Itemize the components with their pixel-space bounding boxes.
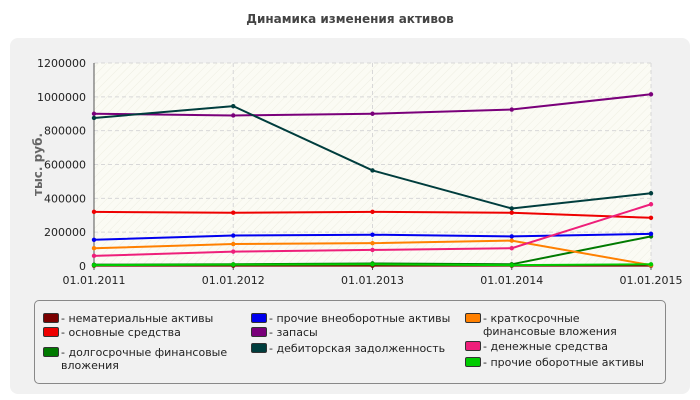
data-point (648, 191, 654, 196)
data-point (91, 209, 97, 215)
legend-swatch (465, 313, 481, 323)
legend-label: - прочие оборотные активы (483, 356, 644, 369)
data-point (509, 234, 514, 239)
data-point (231, 233, 236, 238)
data-point (648, 262, 654, 267)
data-point (231, 113, 236, 118)
data-point (231, 210, 236, 215)
legend-label: - запасы (269, 326, 318, 339)
data-point (91, 237, 97, 242)
data-point (370, 232, 375, 237)
x-tick-label: 01.01.2011 (63, 274, 126, 287)
data-point (509, 206, 514, 211)
chart-title: Динамика изменения активов (246, 12, 454, 26)
data-point (370, 209, 375, 215)
data-point (370, 168, 375, 173)
x-tick-label: 01.01.2012 (202, 274, 265, 287)
data-point (509, 246, 514, 251)
data-point (648, 215, 654, 220)
data-point (509, 262, 514, 268)
legend-label: - долгосрочные финансовые вложения (61, 346, 228, 372)
legend-swatch (43, 327, 59, 337)
data-point (370, 262, 375, 267)
x-tick-label: 01.01.2013 (341, 274, 404, 287)
data-point (509, 238, 514, 243)
data-point (509, 210, 514, 215)
x-tick-label: 01.01.2015 (620, 274, 683, 287)
chart-legend: - нематериальные активы - основные средст… (34, 300, 666, 384)
data-point (91, 111, 97, 116)
y-tick-label: 600000 (44, 159, 86, 172)
y-tick-label: 800000 (44, 125, 86, 138)
y-tick-label: 400000 (44, 192, 86, 205)
data-point (91, 262, 97, 268)
legend-swatch (43, 313, 59, 323)
data-point (370, 111, 375, 116)
data-point (231, 241, 236, 247)
legend-swatch (251, 313, 267, 323)
legend-swatch (251, 327, 267, 337)
legend-label: - денежные средства (483, 340, 608, 353)
y-axis-label: тыс. руб. (31, 133, 45, 196)
data-point (231, 103, 236, 109)
data-point (648, 92, 654, 97)
x-tick-label: 01.01.2014 (480, 274, 543, 287)
y-tick-label: 1000000 (37, 91, 86, 104)
data-point (648, 202, 654, 207)
y-tick-label: 200000 (44, 226, 86, 239)
line-chart: 0 200000 400000 600000 800000 1000000 1200000 0… (31, 57, 683, 287)
data-point (91, 115, 97, 121)
data-point (370, 240, 375, 246)
legend-swatch (43, 347, 59, 357)
y-tick-label: 1200000 (37, 57, 86, 70)
data-point (648, 231, 654, 237)
legend-label: - краткосрочные финансовые вложения (483, 312, 617, 338)
legend-swatch (465, 357, 481, 367)
data-point (509, 107, 514, 112)
legend-label: - прочие внеоборотные активы (269, 312, 451, 325)
legend-label: - нематериальные активы (61, 312, 214, 325)
data-point (231, 262, 236, 267)
legend-swatch (251, 343, 267, 353)
data-point (231, 249, 236, 254)
legend-label: - дебиторская задолженность (269, 342, 446, 355)
y-tick-label: 0 (79, 260, 86, 273)
data-point (91, 246, 97, 251)
legend-label: - основные средства (61, 326, 181, 339)
data-point (91, 253, 97, 259)
legend-swatch (465, 341, 481, 351)
data-point (370, 247, 375, 253)
